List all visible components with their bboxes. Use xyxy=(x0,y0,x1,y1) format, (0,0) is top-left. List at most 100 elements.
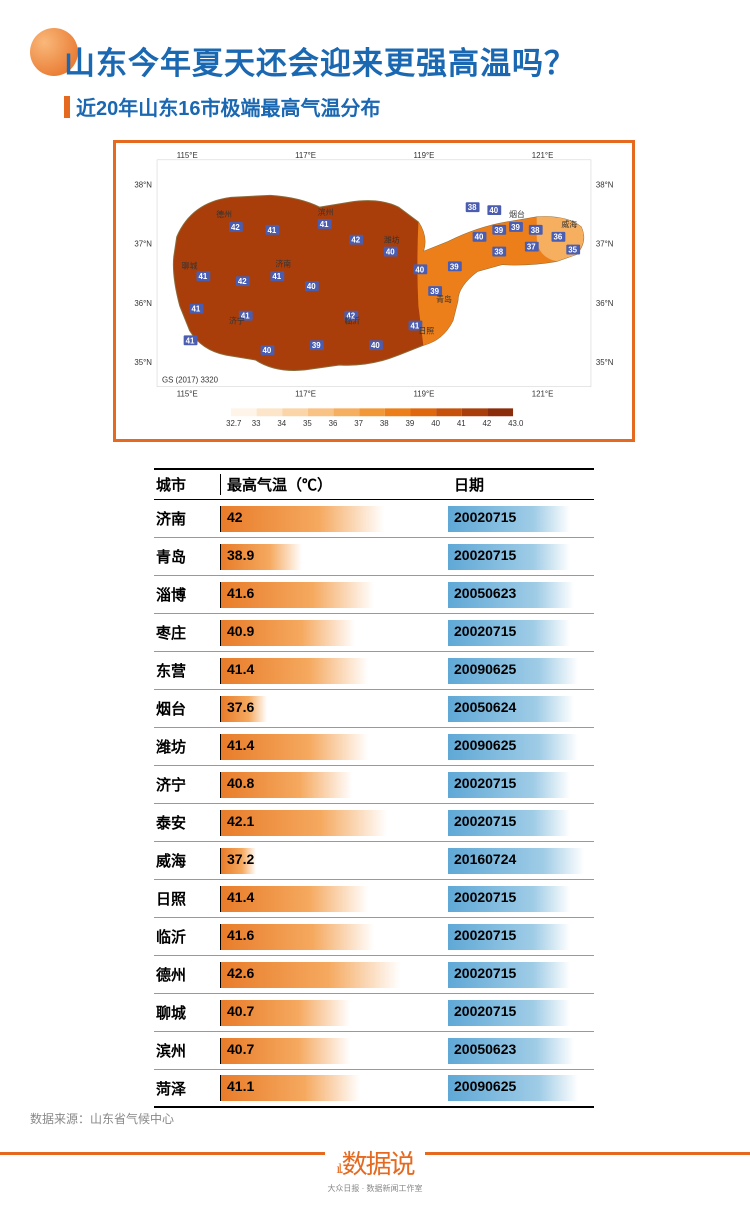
temp-value: 40.8 xyxy=(227,775,254,791)
svg-text:41: 41 xyxy=(192,305,201,314)
cell-temp: 41.4 xyxy=(220,886,414,912)
svg-text:119°E: 119°E xyxy=(413,151,434,160)
svg-text:121°E: 121°E xyxy=(532,151,554,160)
svg-text:42: 42 xyxy=(231,223,240,232)
temp-value: 41.6 xyxy=(227,927,254,943)
svg-text:40: 40 xyxy=(415,265,424,274)
color-scale: 32.73334353637383940414243.0 xyxy=(226,408,524,428)
svg-text:38: 38 xyxy=(380,419,389,428)
svg-text:34: 34 xyxy=(277,419,286,428)
temp-value: 41.4 xyxy=(227,889,254,905)
cell-date: 20020715 xyxy=(414,924,594,950)
map-frame: 115°E 117°E 119°E 121°E 115°E 117°E 119°… xyxy=(113,140,635,442)
temp-value: 40.7 xyxy=(227,1003,254,1019)
svg-text:37: 37 xyxy=(354,419,363,428)
svg-text:36: 36 xyxy=(553,233,562,242)
svg-text:35°N: 35°N xyxy=(596,358,614,367)
svg-text:43.0: 43.0 xyxy=(508,419,524,428)
svg-text:青岛: 青岛 xyxy=(436,294,452,304)
cell-city: 潍坊 xyxy=(154,736,220,757)
cell-city: 枣庄 xyxy=(154,622,220,643)
cell-city: 淄博 xyxy=(154,584,220,605)
svg-text:36°N: 36°N xyxy=(596,299,614,308)
svg-text:滨州: 滨州 xyxy=(318,207,334,217)
footer-subtitle: 大众日报 · 数据新闻工作室 xyxy=(325,1183,425,1194)
svg-text:40: 40 xyxy=(263,346,272,355)
table-row: 滨州 40.7 20050623 xyxy=(154,1032,594,1070)
svg-text:35: 35 xyxy=(303,419,312,428)
cell-date: 20020715 xyxy=(414,544,594,570)
svg-text:41: 41 xyxy=(320,220,329,229)
date-value: 20020715 xyxy=(454,623,516,639)
cell-date: 20020715 xyxy=(414,962,594,988)
cell-date: 20020715 xyxy=(414,772,594,798)
svg-text:40: 40 xyxy=(371,341,380,350)
cell-temp: 42.6 xyxy=(220,962,414,988)
date-value: 20020715 xyxy=(454,775,516,791)
temp-value: 41.4 xyxy=(227,737,254,753)
cell-city: 烟台 xyxy=(154,698,220,719)
date-value: 20020715 xyxy=(454,1003,516,1019)
date-value: 20020715 xyxy=(454,889,516,905)
svg-text:119°E: 119°E xyxy=(413,390,434,399)
page-title: 山东今年夏天还会迎来更强高温吗？ xyxy=(64,38,576,83)
data-source: 数据来源：山东省气候中心 xyxy=(30,1110,174,1127)
map-credit: GS (2017) 3320 xyxy=(162,376,219,385)
table-row: 济南 42 20020715 xyxy=(154,500,594,538)
cell-temp: 41.4 xyxy=(220,658,414,684)
temp-value: 42.6 xyxy=(227,965,254,981)
svg-text:39: 39 xyxy=(406,419,415,428)
cell-city: 聊城 xyxy=(154,1002,220,1023)
table-row: 德州 42.6 20020715 xyxy=(154,956,594,994)
svg-text:41: 41 xyxy=(272,272,281,281)
cell-date: 20020715 xyxy=(414,1000,594,1026)
col-city: 城市 xyxy=(154,474,220,495)
subtitle-wrap: 近20年山东16市极端最高气温分布 xyxy=(64,92,381,121)
svg-text:40: 40 xyxy=(307,282,316,291)
date-value: 20020715 xyxy=(454,547,516,563)
cell-temp: 37.6 xyxy=(220,696,414,722)
cell-date: 20090625 xyxy=(414,734,594,760)
svg-text:41: 41 xyxy=(457,419,466,428)
table-row: 枣庄 40.9 20020715 xyxy=(154,614,594,652)
date-value: 20090625 xyxy=(454,1078,516,1094)
temp-value: 42.1 xyxy=(227,813,254,829)
cell-temp: 38.9 xyxy=(220,544,414,570)
temp-value: 40.9 xyxy=(227,623,254,639)
cell-city: 德州 xyxy=(154,964,220,985)
date-value: 20020715 xyxy=(454,813,516,829)
svg-text:38: 38 xyxy=(468,203,477,212)
svg-text:38: 38 xyxy=(494,248,503,257)
table-row: 日照 41.4 20020715 xyxy=(154,880,594,918)
temp-value: 41.6 xyxy=(227,585,254,601)
temp-bar xyxy=(221,506,384,532)
svg-text:39: 39 xyxy=(450,262,459,271)
svg-text:39: 39 xyxy=(494,226,503,235)
cell-city: 济南 xyxy=(154,508,220,529)
svg-text:38°N: 38°N xyxy=(596,180,614,189)
cell-temp: 40.9 xyxy=(220,620,414,646)
cell-temp: 41.4 xyxy=(220,734,414,760)
cell-temp: 37.2 xyxy=(220,848,414,874)
temp-value: 37.6 xyxy=(227,699,254,715)
table-row: 青岛 38.9 20020715 xyxy=(154,538,594,576)
svg-text:烟台: 烟台 xyxy=(509,209,525,219)
date-value: 20020715 xyxy=(454,509,516,525)
date-value: 20050624 xyxy=(454,699,516,715)
svg-text:42: 42 xyxy=(238,277,247,286)
shandong-map: 115°E 117°E 119°E 121°E 115°E 117°E 119°… xyxy=(121,148,627,434)
temperature-table: 城市 最高气温（℃） 日期 济南 42 20020715 青岛 38.9 200… xyxy=(154,468,594,1108)
cell-temp: 41.1 xyxy=(220,1075,414,1101)
table-row: 菏泽 41.1 20090625 xyxy=(154,1070,594,1108)
svg-text:117°E: 117°E xyxy=(295,390,316,399)
svg-text:35°N: 35°N xyxy=(134,358,152,367)
temp-value: 37.2 xyxy=(227,851,254,867)
cell-date: 20020715 xyxy=(414,886,594,912)
cell-date: 20160724 xyxy=(414,848,594,874)
cell-date: 20090625 xyxy=(414,1075,594,1101)
svg-text:32.7: 32.7 xyxy=(226,419,241,428)
svg-text:40: 40 xyxy=(386,248,395,257)
svg-text:115°E: 115°E xyxy=(177,151,198,160)
svg-text:38°N: 38°N xyxy=(134,180,152,189)
date-value: 20090625 xyxy=(454,737,516,753)
